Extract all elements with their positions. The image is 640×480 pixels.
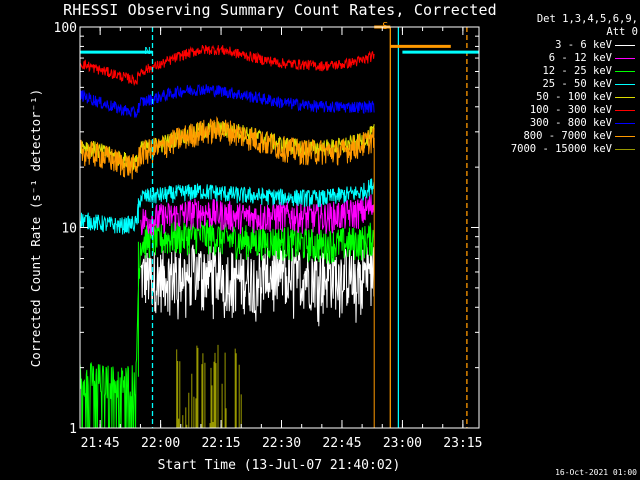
legend-label: 6 - 12 keV xyxy=(548,52,612,64)
x-axis-label: Start Time (13-Jul-07 21:40:02) xyxy=(158,458,401,473)
legend-swatch xyxy=(615,71,635,72)
timestamp: 16-Oct-2021 01:00 xyxy=(555,468,637,477)
legend-entry: 7000 - 15000 keV xyxy=(482,143,638,156)
series-line xyxy=(176,344,242,428)
series-1 xyxy=(140,194,375,236)
series-6 xyxy=(79,83,375,118)
legend-label: 7000 - 15000 keV xyxy=(510,143,612,155)
legend-swatch xyxy=(615,123,635,124)
y-tick-label: 100 xyxy=(54,21,77,36)
plot-area: NS xyxy=(79,21,479,429)
legend-entry: 100 - 300 keV xyxy=(482,104,638,117)
y-tick-label: 1 xyxy=(69,422,77,437)
legend-label: 800 - 7000 keV xyxy=(523,130,612,142)
x-tick-label: 21:45 xyxy=(81,436,120,451)
legend-swatch xyxy=(615,45,635,46)
x-tick-label: 23:00 xyxy=(383,436,422,451)
segment-label: N xyxy=(144,46,150,57)
legend-swatch xyxy=(615,58,635,59)
y-axis-label: Corrected Count Rate (s⁻¹ detector⁻¹) xyxy=(28,89,43,367)
legend-entry: 3 - 6 keV xyxy=(482,39,638,52)
legend-label: 25 - 50 keV xyxy=(542,78,612,90)
x-tick-label: 22:15 xyxy=(201,436,240,451)
series-2 xyxy=(79,219,375,429)
legend-swatch xyxy=(615,97,635,98)
y-tick-label: 10 xyxy=(61,222,77,237)
legend-entry: 12 - 25 keV xyxy=(482,65,638,78)
series-line xyxy=(140,194,375,236)
series-line xyxy=(79,44,375,87)
legend-entry: 25 - 50 keV xyxy=(482,78,638,91)
legend-entry: 6 - 12 keV xyxy=(482,52,638,65)
x-tick-label: 22:45 xyxy=(322,436,361,451)
legend-label: 300 - 800 keV xyxy=(529,117,612,129)
series-line xyxy=(79,116,375,428)
legend-swatch xyxy=(615,136,635,137)
series-line xyxy=(79,178,375,235)
legend-header-line-2: Att 0 xyxy=(606,26,638,38)
legend-swatch xyxy=(615,84,635,85)
plot-frame xyxy=(79,26,480,429)
legend: Det 1,3,4,5,6,9, Att 0 3 - 6 keV 6 - 12 k… xyxy=(482,13,638,156)
legend-label: 100 - 300 keV xyxy=(529,104,612,116)
series-3 xyxy=(79,178,375,235)
series-line xyxy=(140,244,375,327)
legend-entry: 50 - 100 keV xyxy=(482,91,638,104)
axes: 21:45 22:00 22:15 22:30 22:45 23:00 23:15 1 10 10… xyxy=(54,21,483,451)
legend-swatch xyxy=(615,149,635,150)
legend-entry: 300 - 800 keV xyxy=(482,117,638,130)
series-8 xyxy=(176,344,242,428)
series-7 xyxy=(79,116,375,428)
chart-title: RHESSI Observing Summary Count Rates, Co… xyxy=(63,1,497,19)
legend-header-line-1: Det 1,3,4,5,6,9, xyxy=(536,13,638,25)
series-line xyxy=(79,83,375,118)
legend-label: 3 - 6 keV xyxy=(555,39,612,51)
series-0 xyxy=(140,244,375,327)
series-line xyxy=(79,219,375,429)
x-tick-label: 22:00 xyxy=(141,436,180,451)
legend-label: 50 - 100 keV xyxy=(536,91,612,103)
legend-label: 12 - 25 keV xyxy=(542,65,612,77)
x-tick-label: 22:30 xyxy=(262,436,301,451)
legend-swatch xyxy=(615,110,635,111)
legend-entry: 800 - 7000 keV xyxy=(482,130,638,143)
series-5 xyxy=(79,44,375,87)
x-tick-label: 23:15 xyxy=(443,436,482,451)
